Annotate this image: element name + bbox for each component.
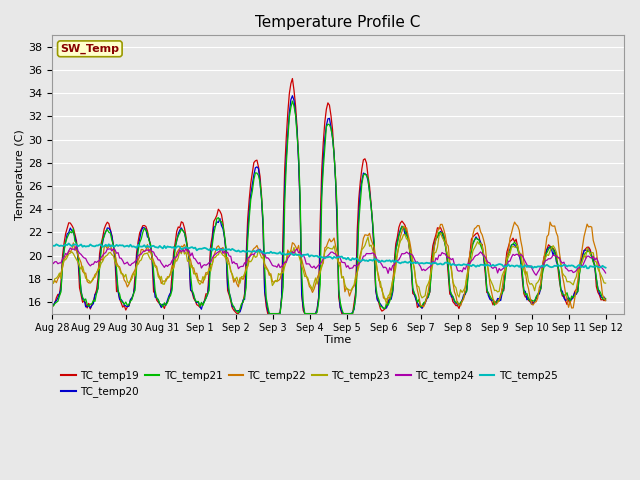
- TC_temp21: [48, 303, 56, 309]
- Line: TC_temp22: TC_temp22: [52, 222, 605, 308]
- Line: TC_temp21: TC_temp21: [52, 101, 605, 313]
- TC_temp19: [48, 301, 56, 307]
- TC_temp19: [574, 286, 582, 292]
- TC_temp23: [436, 230, 444, 236]
- TC_temp23: [574, 265, 582, 271]
- TC_temp19: [602, 296, 609, 302]
- TC_temp22: [116, 264, 124, 270]
- TC_temp21: [116, 291, 124, 297]
- TC_temp23: [232, 276, 239, 282]
- TC_temp23: [116, 266, 124, 272]
- TC_temp22: [213, 244, 221, 250]
- TC_temp20: [293, 128, 301, 133]
- TC_temp20: [574, 288, 582, 294]
- TC_temp25: [602, 265, 609, 271]
- Line: TC_temp24: TC_temp24: [52, 245, 605, 275]
- TC_temp22: [602, 298, 609, 303]
- TC_temp22: [511, 219, 518, 225]
- TC_temp21: [266, 311, 273, 316]
- TC_temp19: [233, 311, 241, 316]
- TC_temp20: [116, 297, 124, 302]
- TC_temp22: [48, 279, 56, 285]
- TC_temp21: [289, 98, 296, 104]
- Line: TC_temp19: TC_temp19: [52, 79, 605, 313]
- TC_temp25: [117, 242, 125, 248]
- TC_temp21: [602, 296, 609, 301]
- TC_temp24: [214, 249, 222, 255]
- TC_temp25: [233, 249, 241, 254]
- TC_temp19: [289, 76, 296, 82]
- TC_temp23: [602, 280, 609, 286]
- TC_temp20: [48, 301, 56, 307]
- TC_temp22: [290, 241, 298, 247]
- TC_temp19: [213, 213, 221, 218]
- TC_temp25: [243, 249, 250, 255]
- Legend: TC_temp19, TC_temp20, TC_temp21, TC_temp22, TC_temp23, TC_temp24, TC_temp25: TC_temp19, TC_temp20, TC_temp21, TC_temp…: [57, 366, 561, 401]
- X-axis label: Time: Time: [324, 335, 351, 345]
- Y-axis label: Temperature (C): Temperature (C): [15, 129, 25, 220]
- TC_temp20: [241, 297, 248, 302]
- TC_temp24: [243, 261, 250, 266]
- TC_temp25: [572, 265, 580, 271]
- Text: SW_Temp: SW_Temp: [60, 44, 119, 54]
- TC_temp19: [243, 253, 250, 259]
- TC_temp19: [293, 124, 301, 130]
- Title: Temperature Profile C: Temperature Profile C: [255, 15, 420, 30]
- TC_temp23: [241, 271, 248, 276]
- TC_temp20: [289, 93, 296, 98]
- TC_temp25: [65, 240, 72, 246]
- TC_temp22: [574, 278, 582, 284]
- TC_temp21: [241, 294, 248, 300]
- TC_temp23: [48, 277, 56, 283]
- TC_temp20: [266, 311, 273, 316]
- TC_temp22: [232, 276, 239, 282]
- TC_temp24: [602, 270, 609, 276]
- TC_temp21: [213, 216, 221, 221]
- TC_temp20: [232, 308, 239, 313]
- TC_temp25: [292, 251, 300, 257]
- TC_temp25: [214, 246, 222, 252]
- TC_temp19: [116, 296, 124, 302]
- Line: TC_temp23: TC_temp23: [52, 233, 605, 304]
- TC_temp24: [233, 261, 241, 266]
- TC_temp19: [232, 309, 239, 315]
- TC_temp22: [241, 273, 248, 279]
- TC_temp20: [602, 297, 609, 303]
- TC_temp25: [48, 243, 56, 249]
- TC_temp23: [383, 301, 390, 307]
- TC_temp25: [583, 265, 591, 271]
- Line: TC_temp20: TC_temp20: [52, 96, 605, 313]
- TC_temp24: [117, 255, 125, 261]
- TC_temp24: [574, 265, 582, 271]
- TC_temp23: [290, 245, 298, 251]
- Line: TC_temp25: TC_temp25: [52, 243, 605, 268]
- TC_temp23: [213, 252, 221, 258]
- TC_temp22: [568, 305, 575, 311]
- TC_temp21: [574, 289, 582, 295]
- TC_temp21: [232, 307, 239, 312]
- TC_temp24: [292, 247, 300, 253]
- TC_temp21: [293, 132, 301, 138]
- TC_temp24: [72, 242, 80, 248]
- TC_temp24: [532, 272, 540, 278]
- TC_temp24: [48, 258, 56, 264]
- TC_temp20: [213, 219, 221, 225]
